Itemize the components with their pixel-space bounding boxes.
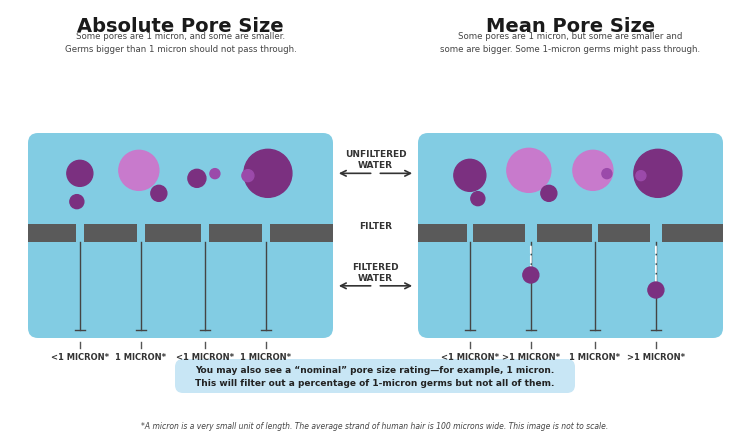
Circle shape bbox=[242, 170, 254, 182]
Text: Some pores are 1 micron, but some are smaller and
some are bigger. Some 1-micron: Some pores are 1 micron, but some are sm… bbox=[440, 32, 700, 53]
Circle shape bbox=[151, 186, 166, 202]
Bar bbox=[525, 224, 537, 242]
Bar bbox=[76, 224, 84, 242]
Circle shape bbox=[70, 195, 84, 209]
Bar bbox=[418, 224, 723, 242]
Circle shape bbox=[523, 267, 538, 283]
Circle shape bbox=[541, 186, 556, 202]
Text: FILTERED
WATER: FILTERED WATER bbox=[352, 262, 399, 282]
Circle shape bbox=[573, 151, 613, 191]
FancyBboxPatch shape bbox=[175, 359, 575, 393]
Text: >1 MICRON*: >1 MICRON* bbox=[627, 352, 685, 361]
Circle shape bbox=[602, 169, 612, 179]
FancyBboxPatch shape bbox=[28, 134, 333, 338]
Text: >1 MICRON*: >1 MICRON* bbox=[502, 352, 560, 361]
Text: 1 MICRON*: 1 MICRON* bbox=[116, 352, 166, 361]
Text: 1 MICRON*: 1 MICRON* bbox=[240, 352, 292, 361]
Text: You may also see a “nominal” pore size rating—for example, 1 micron.
This will f: You may also see a “nominal” pore size r… bbox=[195, 365, 555, 387]
Text: 1 MICRON*: 1 MICRON* bbox=[569, 352, 620, 361]
Text: Some pores are 1 micron, and some are smaller.
Germs bigger than 1 micron should: Some pores are 1 micron, and some are sm… bbox=[64, 32, 296, 53]
Bar bbox=[28, 224, 333, 242]
Circle shape bbox=[118, 151, 159, 191]
Text: <1 MICRON*: <1 MICRON* bbox=[441, 352, 499, 361]
Bar bbox=[592, 224, 598, 242]
Circle shape bbox=[507, 149, 550, 193]
Circle shape bbox=[636, 171, 646, 181]
Circle shape bbox=[210, 169, 220, 179]
Text: UNFILTERED
WATER: UNFILTERED WATER bbox=[345, 150, 406, 170]
Text: <1 MICRON*: <1 MICRON* bbox=[51, 352, 109, 361]
Bar bbox=[466, 224, 472, 242]
Text: Mean Pore Size: Mean Pore Size bbox=[486, 17, 655, 36]
Circle shape bbox=[188, 170, 206, 188]
Bar bbox=[136, 224, 145, 242]
Bar bbox=[201, 224, 209, 242]
Bar bbox=[262, 224, 270, 242]
Circle shape bbox=[634, 150, 682, 198]
FancyBboxPatch shape bbox=[418, 134, 723, 338]
Text: Absolute Pore Size: Absolute Pore Size bbox=[77, 17, 284, 36]
Text: <1 MICRON*: <1 MICRON* bbox=[176, 352, 234, 361]
Circle shape bbox=[454, 160, 486, 192]
Circle shape bbox=[471, 192, 484, 206]
Circle shape bbox=[67, 161, 93, 187]
Circle shape bbox=[648, 283, 664, 298]
Text: *A micron is a very small unit of length. The average strand of human hair is 10: *A micron is a very small unit of length… bbox=[141, 421, 609, 430]
Bar bbox=[650, 224, 662, 242]
Circle shape bbox=[244, 150, 292, 198]
Text: FILTER: FILTER bbox=[359, 221, 392, 230]
